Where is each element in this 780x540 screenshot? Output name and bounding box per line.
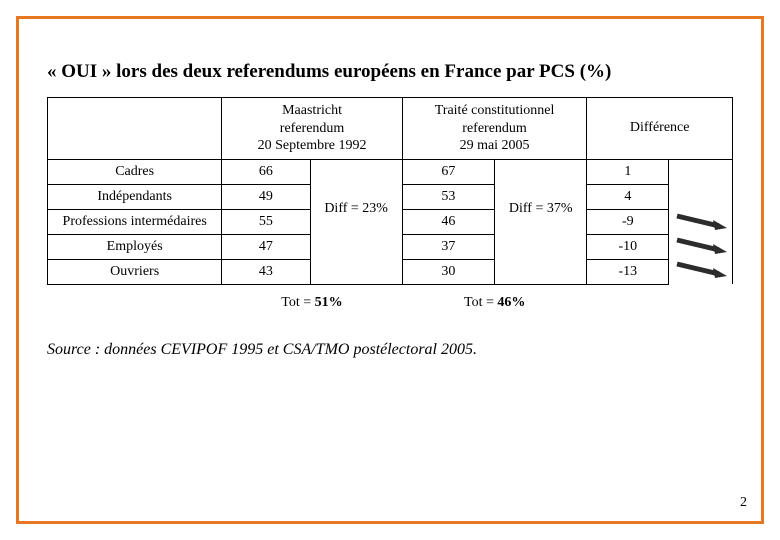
- cell-diff: 4: [587, 184, 669, 209]
- cell-category: Indépendants: [48, 184, 222, 209]
- cell-category: Ouvriers: [48, 259, 222, 284]
- cell-diff-between: Diff = 37%: [495, 184, 587, 234]
- cell-category: Employés: [48, 234, 222, 259]
- cell-diff: -13: [587, 259, 669, 284]
- header-line: referendum: [409, 120, 581, 138]
- cell-value: 37: [402, 234, 494, 259]
- header-maastricht: Maastricht referendum 20 Septembre 1992: [222, 98, 402, 160]
- cell-spacer: [310, 259, 402, 284]
- trend-arrow-icon: [673, 236, 727, 254]
- total-1: Tot = 51%: [222, 289, 403, 315]
- cell-value: 55: [222, 209, 310, 234]
- cell-value: 30: [402, 259, 494, 284]
- cell-value: 46: [402, 209, 494, 234]
- header-line: referendum: [228, 120, 395, 138]
- header-category: [48, 98, 222, 160]
- table-row: Ouvriers 43 30 -13: [48, 259, 733, 284]
- cell-spacer: [495, 234, 587, 259]
- cell-spacer: [495, 259, 587, 284]
- header-line: Maastricht: [228, 102, 395, 120]
- header-line: 20 Septembre 1992: [228, 137, 395, 155]
- totals-row: Tot = 51% Tot = 46%: [47, 289, 733, 315]
- arrows-cell: [669, 159, 733, 284]
- cell-spacer: [310, 234, 402, 259]
- cell-diff: 1: [587, 159, 669, 184]
- cell-spacer: [310, 159, 402, 184]
- total-label: Tot =: [281, 295, 314, 310]
- cell-value: 49: [222, 184, 310, 209]
- cell-diff: -10: [587, 234, 669, 259]
- cell-value: 67: [402, 159, 494, 184]
- cell-value: 43: [222, 259, 310, 284]
- trend-arrow-icon: [673, 260, 727, 278]
- cell-diff: -9: [587, 209, 669, 234]
- table-header-row: Maastricht referendum 20 Septembre 1992 …: [48, 98, 733, 160]
- header-traite: Traité constitutionnel referendum 29 mai…: [402, 98, 587, 160]
- cell-value: 53: [402, 184, 494, 209]
- trend-arrow-icon: [673, 212, 727, 230]
- cell-category: Professions intermédaires: [48, 209, 222, 234]
- page-number: 2: [740, 495, 747, 511]
- header-line: 29 mai 2005: [409, 137, 581, 155]
- table-row: Indépendants 49 Diff = 23% 53 Diff = 37%…: [48, 184, 733, 209]
- cell-value: 47: [222, 234, 310, 259]
- results-table: Maastricht referendum 20 Septembre 1992 …: [47, 97, 733, 285]
- header-line: Traité constitutionnel: [409, 102, 581, 120]
- cell-spacer: [495, 159, 587, 184]
- total-label: Tot =: [464, 295, 497, 310]
- slide-frame: « OUI » lors des deux referendums europé…: [16, 16, 764, 524]
- total-value: 46%: [497, 295, 525, 310]
- total-value: 51%: [315, 295, 343, 310]
- source-note: Source : données CEVIPOF 1995 et CSA/TMO…: [47, 341, 733, 359]
- header-difference: Différence: [587, 98, 733, 160]
- cell-category: Cadres: [48, 159, 222, 184]
- total-2: Tot = 46%: [402, 289, 587, 315]
- table-row: Employés 47 37 -10: [48, 234, 733, 259]
- slide-title: « OUI » lors des deux referendums europé…: [47, 61, 733, 83]
- cell-diff-between: Diff = 23%: [310, 184, 402, 234]
- table-row: Cadres 66 67 1: [48, 159, 733, 184]
- cell-value: 66: [222, 159, 310, 184]
